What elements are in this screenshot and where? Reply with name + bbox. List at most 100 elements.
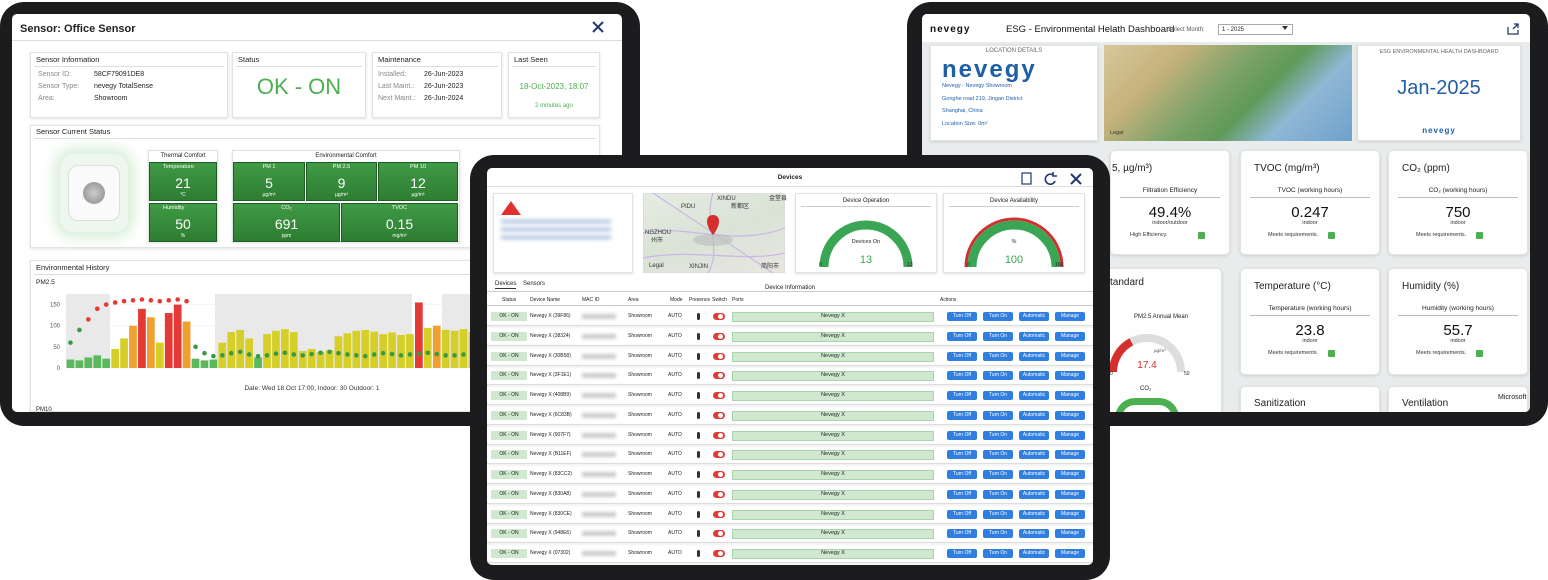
action-button[interactable] (983, 549, 1013, 558)
action-button[interactable] (947, 470, 977, 479)
device-map (643, 193, 785, 273)
action-button[interactable] (1019, 489, 1049, 499)
action-button[interactable] (1055, 509, 1085, 519)
mac-blur (582, 452, 616, 458)
maint-label: Next Maint.: (378, 95, 416, 102)
row-mode: AUTO (668, 352, 682, 359)
action-button[interactable] (983, 470, 1013, 479)
action-button[interactable] (1019, 509, 1049, 519)
row-rule (487, 404, 1093, 405)
cell-value: 50 (175, 216, 191, 232)
action-button[interactable] (947, 450, 977, 460)
action-button[interactable] (947, 430, 977, 440)
metric-title: CO₂ (ppm) (1402, 163, 1450, 174)
action-button[interactable] (1055, 529, 1085, 539)
history-bar (325, 350, 334, 368)
action-button[interactable] (1019, 430, 1049, 440)
action-button[interactable] (1019, 331, 1049, 341)
action-button[interactable] (1019, 470, 1049, 479)
action-label: Turn On (988, 530, 1008, 537)
mac-blur (582, 333, 616, 339)
action-label: Manage (1060, 510, 1080, 517)
check-icon (1328, 350, 1335, 357)
tab[interactable]: Sensors (523, 281, 546, 287)
action-button[interactable] (983, 410, 1013, 420)
action-button[interactable] (983, 351, 1013, 361)
action-button[interactable] (947, 489, 977, 499)
row-name: Nevegy X (948E6) (530, 530, 571, 537)
close-icon[interactable] (592, 21, 604, 33)
esg-card (1357, 45, 1521, 141)
action-button[interactable] (1055, 489, 1085, 499)
device-gauge (819, 220, 913, 268)
cell-unit: µg/m³ (262, 192, 276, 198)
map-label: XINJIN (689, 264, 709, 270)
action-button[interactable] (983, 430, 1013, 440)
indoor-point (220, 353, 225, 358)
action-button[interactable] (1055, 351, 1085, 361)
indoor-point (362, 353, 368, 359)
action-button[interactable] (1055, 450, 1085, 460)
status-pill (491, 450, 527, 460)
title-divider (12, 40, 622, 41)
metric-value: 0.247 (1291, 204, 1329, 221)
row-mode: AUTO (668, 471, 682, 477)
action-button[interactable] (947, 529, 977, 539)
action-button[interactable] (983, 391, 1013, 400)
heading-rule (34, 66, 224, 67)
action-button[interactable] (1019, 312, 1049, 321)
action-button[interactable] (983, 450, 1013, 460)
action-button[interactable] (1055, 371, 1085, 381)
esg-map (1104, 45, 1352, 141)
indoor-point (184, 298, 189, 304)
action-button[interactable] (947, 391, 977, 400)
action-button[interactable] (1055, 470, 1085, 479)
switch-knob (718, 333, 723, 339)
action-button[interactable] (1055, 391, 1085, 400)
history-bar (138, 308, 146, 368)
mac-blur (582, 491, 616, 497)
action-button[interactable] (1019, 391, 1049, 400)
row-area: Showroom (628, 471, 652, 477)
indoor-point (327, 349, 332, 355)
action-button[interactable] (1019, 529, 1049, 539)
presence-icon (697, 313, 700, 320)
action-button[interactable] (983, 312, 1013, 321)
row-rule (487, 463, 1093, 465)
maint-value: 26-Jun-2023 (424, 71, 464, 78)
row-status: OK - ON (499, 431, 519, 438)
action-button[interactable] (1019, 410, 1049, 420)
action-button[interactable] (1055, 430, 1085, 440)
action-button[interactable] (1055, 331, 1085, 341)
action-button[interactable] (947, 331, 977, 341)
action-button[interactable] (1055, 549, 1085, 558)
action-button[interactable] (983, 489, 1013, 499)
tab[interactable]: Devices (495, 281, 517, 289)
month-select[interactable] (1218, 24, 1293, 35)
gauge-label: % (1011, 239, 1017, 245)
action-button[interactable] (1055, 312, 1085, 321)
share-icon[interactable] (1507, 23, 1519, 35)
action-button[interactable] (983, 509, 1013, 519)
action-button[interactable] (947, 509, 977, 519)
row-port: Nevegy X (821, 490, 845, 497)
indoor-point (86, 317, 91, 322)
indoor-point (318, 350, 323, 356)
action-button[interactable] (947, 371, 977, 381)
action-button[interactable] (947, 410, 977, 420)
action-button[interactable] (983, 529, 1013, 539)
action-button[interactable] (1055, 410, 1085, 420)
action-button[interactable] (1019, 450, 1049, 460)
refresh-icon (1044, 172, 1057, 185)
action-button[interactable] (947, 312, 977, 321)
action-button[interactable] (947, 549, 977, 558)
action-button[interactable] (947, 351, 977, 361)
action-button[interactable] (1019, 371, 1049, 381)
action-button[interactable] (983, 371, 1013, 381)
action-button[interactable] (1019, 549, 1049, 558)
action-button[interactable] (983, 331, 1013, 341)
metric-note: Meets requirements. (1268, 350, 1319, 356)
metric-unit: indoor (1450, 220, 1466, 226)
action-button[interactable] (1019, 351, 1049, 361)
